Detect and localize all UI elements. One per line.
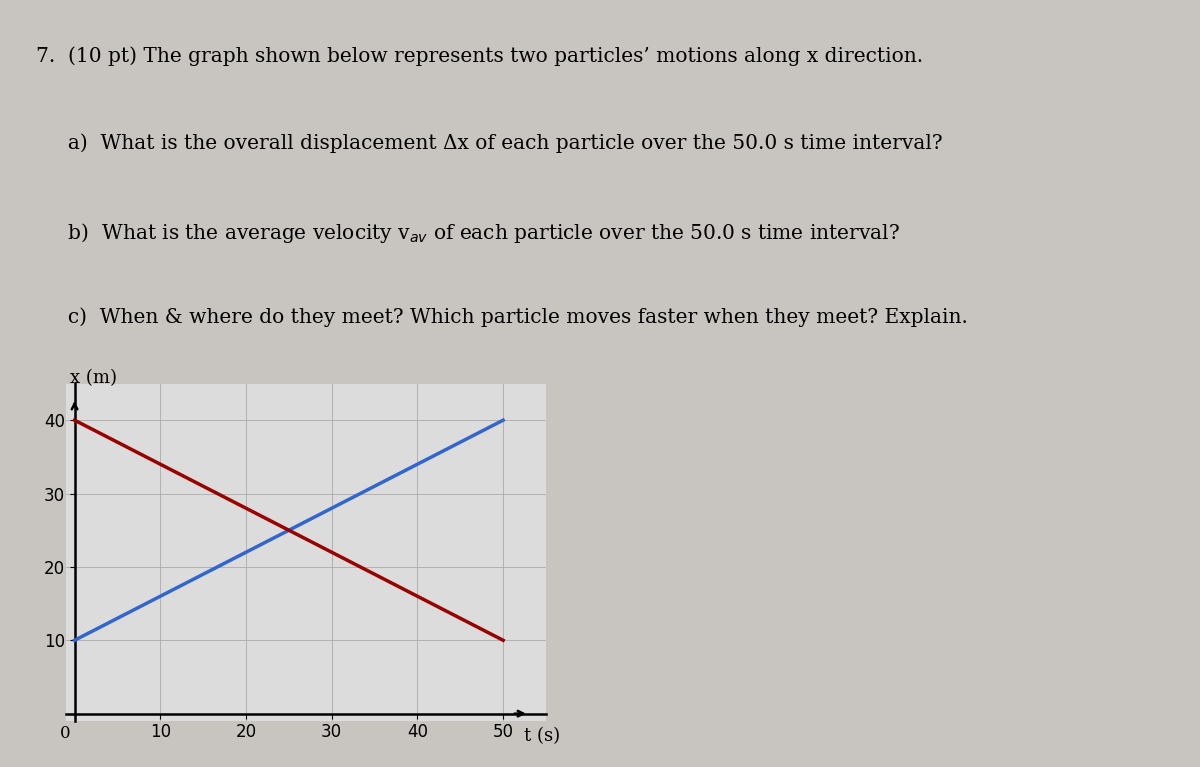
- Text: c)  When & where do they meet? Which particle moves faster when they meet? Expla: c) When & where do they meet? Which part…: [36, 308, 968, 328]
- Text: t (s): t (s): [523, 727, 559, 745]
- Text: 7.  (10 pt) The graph shown below represents two particles’ motions along x dire: 7. (10 pt) The graph shown below represe…: [36, 47, 923, 67]
- Text: 0: 0: [60, 725, 71, 742]
- Text: x (m): x (m): [71, 369, 118, 387]
- Text: b)  What is the average velocity v$_{av}$ of each particle over the 50.0 s time : b) What is the average velocity v$_{av}$…: [36, 221, 900, 245]
- Text: a)  What is the overall displacement Δx of each particle over the 50.0 s time in: a) What is the overall displacement Δx o…: [36, 133, 943, 153]
